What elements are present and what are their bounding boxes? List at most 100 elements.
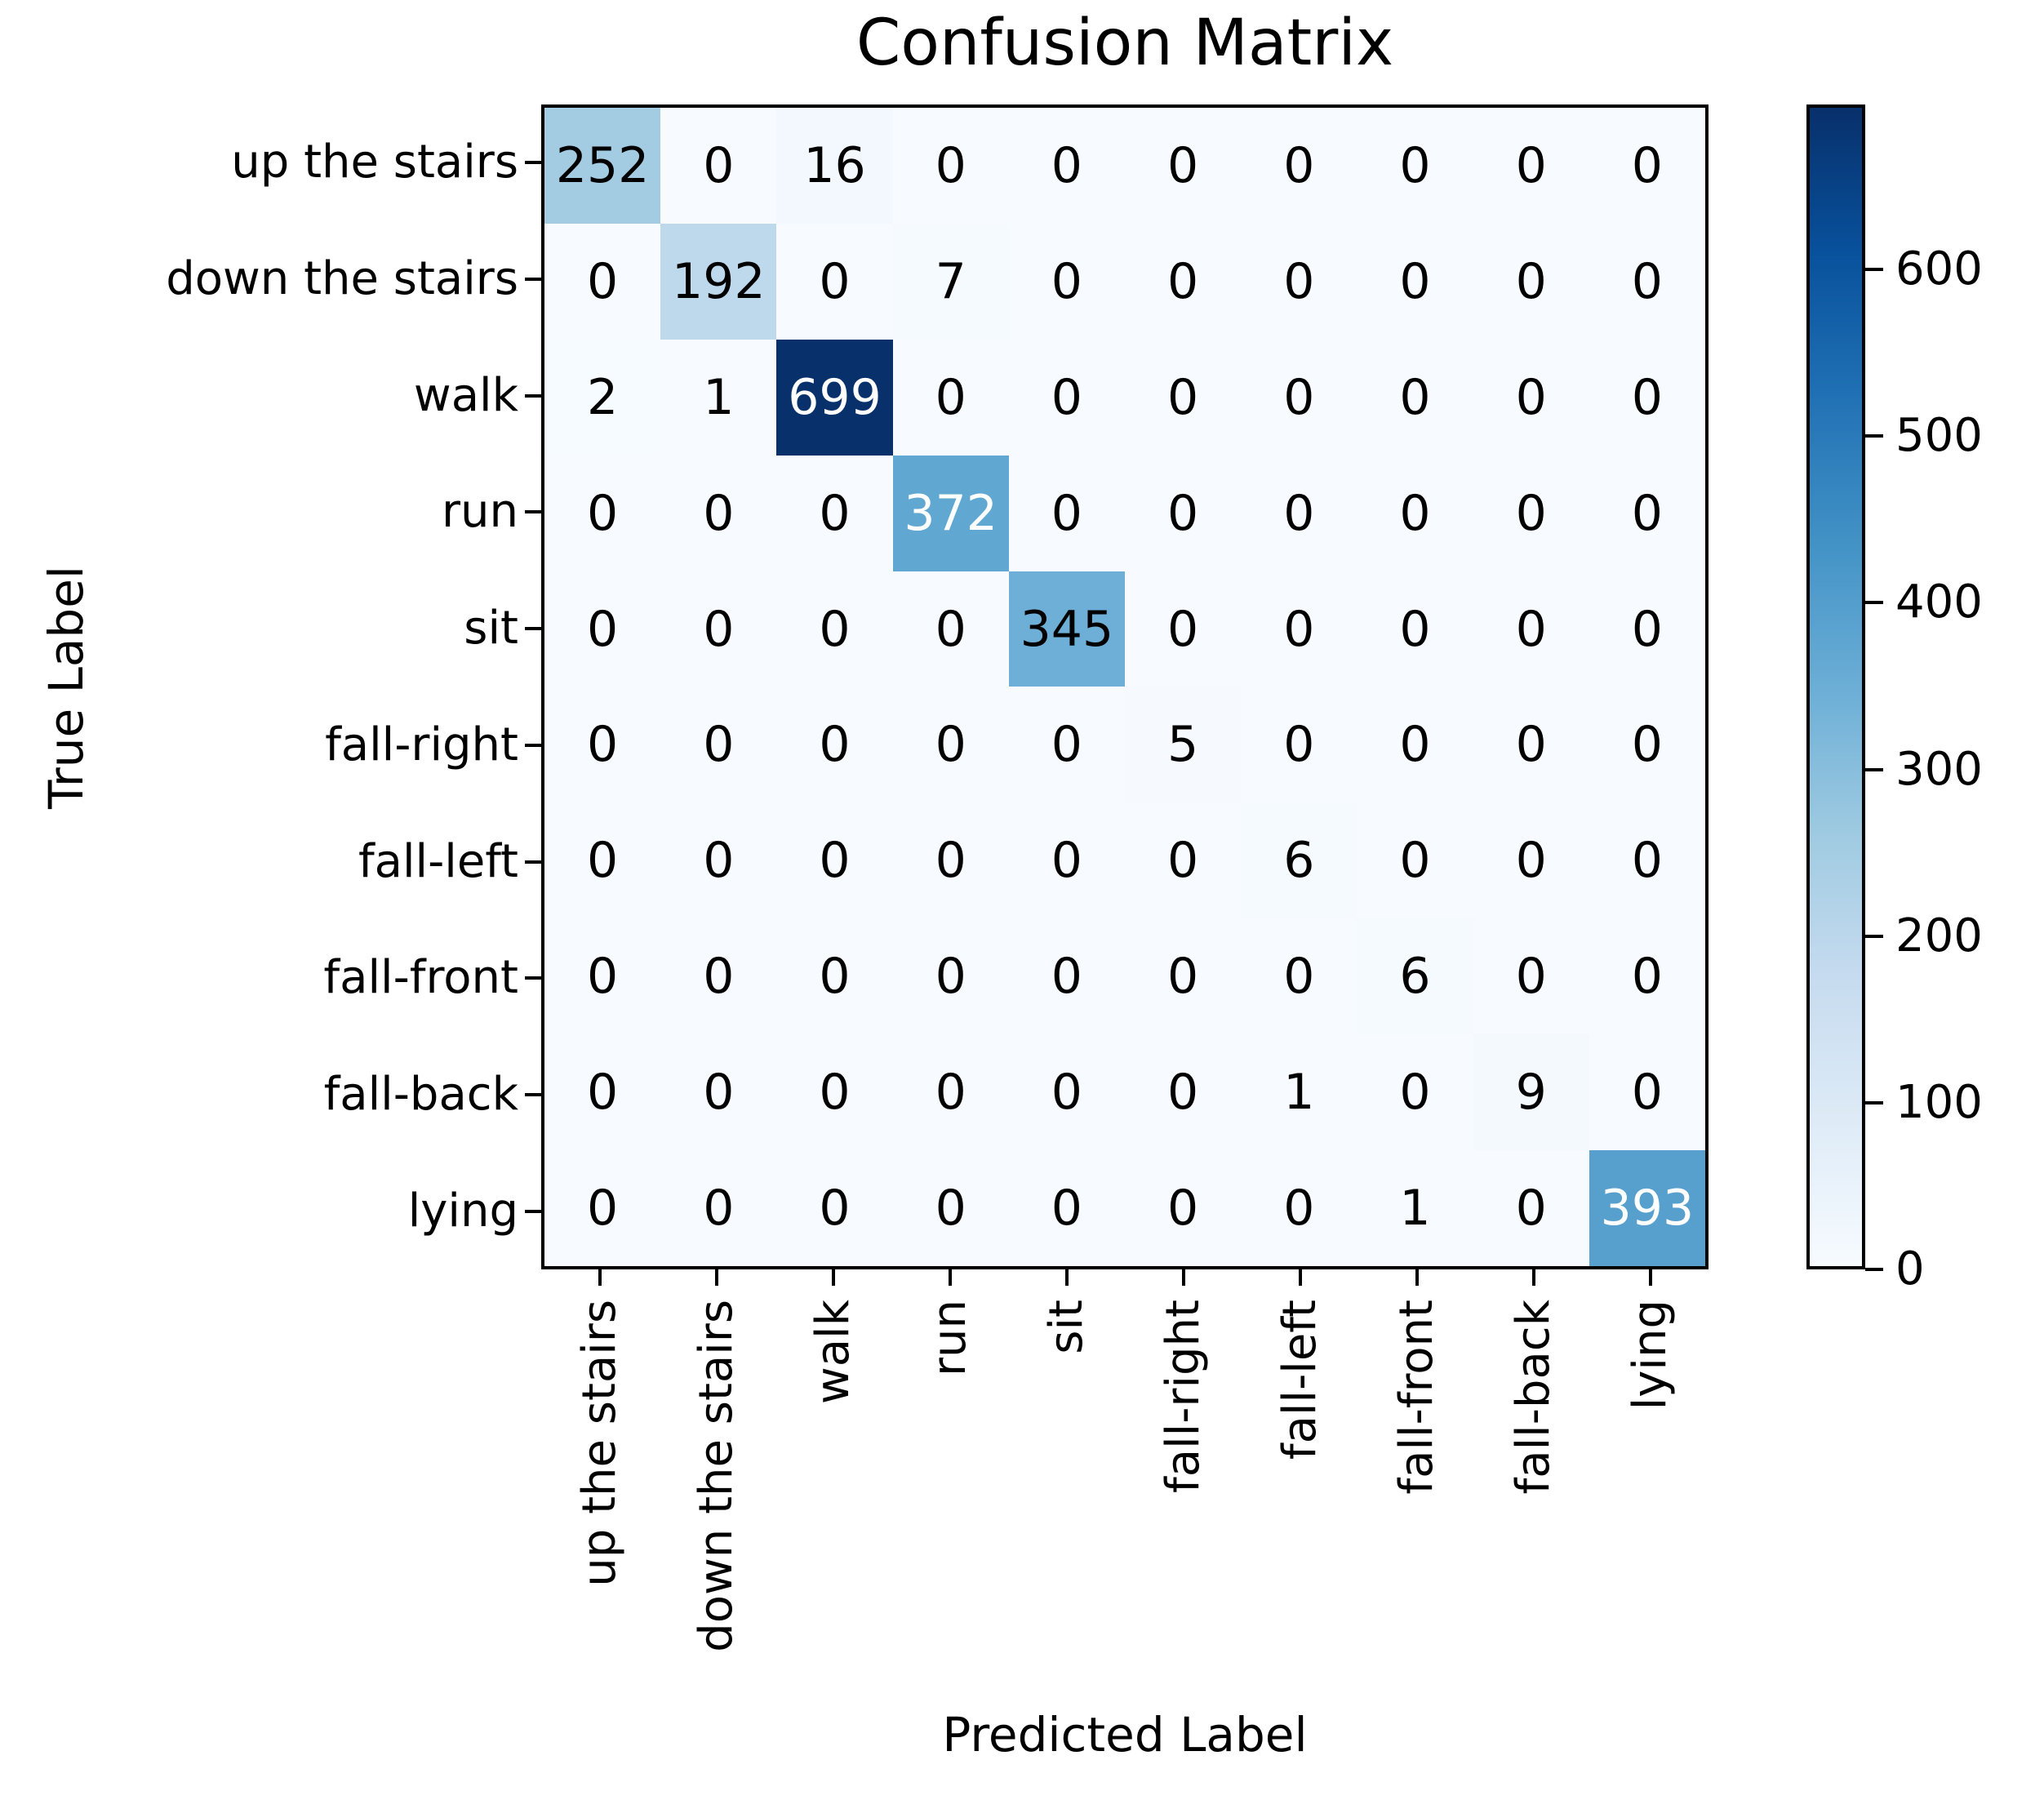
heatmap-cell: 5 (1124, 687, 1242, 803)
heatmap-cell: 0 (1473, 1150, 1589, 1266)
heatmap-cell: 699 (776, 339, 893, 456)
heatmap-cell: 0 (1008, 455, 1125, 571)
y-axis-tick (525, 627, 541, 631)
heatmap-cell: 0 (1241, 918, 1357, 1035)
heatmap-cell: 0 (1357, 223, 1473, 340)
heatmap-cell: 0 (1241, 687, 1357, 803)
heatmap-cell: 0 (1589, 339, 1705, 456)
heatmap-cell: 0 (1124, 223, 1242, 340)
y-tick-label: sit (464, 602, 518, 656)
chart-title: Confusion Matrix (855, 7, 1394, 80)
y-tick-label: lying (407, 1184, 518, 1238)
heatmap-cell: 9 (1473, 1034, 1589, 1151)
y-tick-label: walk (413, 368, 518, 422)
heatmap-cell: 0 (892, 687, 1009, 803)
heatmap-cell: 0 (660, 571, 777, 687)
x-axis-tick (1181, 1269, 1185, 1286)
x-tick-label: fall-left (1273, 1300, 1326, 1460)
heatmap-cell: 0 (660, 1034, 777, 1151)
heatmap-cell: 0 (892, 1150, 1009, 1266)
heatmap-cell: 0 (892, 108, 1009, 224)
x-axis-tick (1415, 1269, 1419, 1286)
heatmap-cell: 0 (1241, 571, 1357, 687)
x-tick-label: walk (806, 1300, 860, 1405)
heatmap-cell: 252 (544, 108, 661, 224)
colorbar-tick (1865, 767, 1883, 771)
y-axis-tick (525, 278, 541, 282)
heatmap-cell: 0 (1008, 918, 1125, 1035)
heatmap-cell: 0 (1589, 571, 1705, 687)
y-tick-label: up the stairs (231, 136, 518, 189)
y-tick-label: fall-left (358, 834, 518, 888)
heatmap-cell: 6 (1241, 802, 1357, 919)
heatmap-cell: 0 (1008, 339, 1125, 456)
heatmap-cell: 0 (544, 223, 661, 340)
heatmap-cell: 0 (776, 1150, 893, 1266)
heatmap-cell: 0 (660, 802, 777, 919)
x-axis-tick (714, 1269, 718, 1286)
heatmap-cell: 0 (1589, 802, 1705, 919)
y-axis-tick (525, 393, 541, 398)
heatmap-cell: 0 (1589, 687, 1705, 803)
y-axis-tick (525, 1209, 541, 1213)
heatmap-cell: 0 (1589, 223, 1705, 340)
x-tick-label: up the stairs (572, 1300, 626, 1587)
heatmap-cell: 0 (776, 687, 893, 803)
heatmap-cell: 0 (1241, 1150, 1357, 1266)
y-axis-tick (525, 510, 541, 514)
colorbar-tick (1865, 934, 1883, 938)
heatmap-cell: 0 (660, 455, 777, 571)
heatmap-cell: 2 (544, 339, 661, 456)
heatmap-cell: 0 (1008, 1150, 1125, 1266)
heatmap-cell: 0 (1241, 339, 1357, 456)
heatmap-cell: 0 (1008, 1034, 1125, 1151)
heatmap-cell: 0 (544, 802, 661, 919)
x-tick-label: down the stairs (689, 1300, 743, 1652)
x-axis-tick (1064, 1269, 1069, 1286)
heatmap-cell: 0 (1241, 108, 1357, 224)
heatmap-cell: 393 (1589, 1150, 1705, 1266)
heatmap-cell: 0 (544, 455, 661, 571)
y-tick-label: fall-back (323, 1067, 518, 1121)
heatmap-cell: 0 (1241, 455, 1357, 571)
heatmap-cell: 0 (892, 1034, 1009, 1151)
heatmap-cell: 0 (776, 571, 893, 687)
heatmap-cell: 0 (1008, 802, 1125, 919)
heatmap-cell: 0 (1473, 223, 1589, 340)
colorbar (1806, 104, 1865, 1269)
heatmap-cell: 7 (892, 223, 1009, 340)
heatmap-cell: 0 (1589, 1034, 1705, 1151)
colorbar-tick-label: 500 (1895, 409, 1983, 463)
heatmap-plot-area: 252 0 16 0 0 0 0 0 0 0 0 192 0 7 0 0 0 0 0 0 2 1 699 0 0 0 0 0 0 0 0 0 0… (541, 104, 1709, 1269)
heatmap-cell: 16 (776, 108, 893, 224)
x-tick-label: fall-right (1156, 1300, 1210, 1493)
y-tick-label: down the stairs (166, 252, 518, 306)
colorbar-tick-label: 600 (1895, 242, 1983, 296)
heatmap-cell: 0 (1124, 455, 1242, 571)
heatmap-cell: 0 (892, 571, 1009, 687)
heatmap-cell: 0 (1473, 455, 1589, 571)
x-axis-tick (1298, 1269, 1302, 1286)
heatmap-cell: 0 (1357, 571, 1473, 687)
heatmap-cell: 0 (1357, 455, 1473, 571)
heatmap-cell: 0 (1008, 223, 1125, 340)
heatmap-cell: 345 (1008, 571, 1125, 687)
heatmap-cell: 0 (776, 455, 893, 571)
heatmap-cell: 0 (776, 223, 893, 340)
y-axis-label: True Label (38, 565, 94, 810)
colorbar-tick (1865, 1268, 1883, 1271)
heatmap-cell: 0 (1357, 1034, 1473, 1151)
y-axis-tick (525, 1092, 541, 1096)
y-axis-tick (525, 743, 541, 747)
heatmap-cell: 0 (1008, 687, 1125, 803)
x-axis-tick (1648, 1269, 1652, 1286)
heatmap-cell: 0 (660, 108, 777, 224)
colorbar-tick-label: 100 (1895, 1075, 1983, 1129)
heatmap-cell: 0 (892, 802, 1009, 919)
colorbar-tick (1865, 434, 1883, 438)
heatmap-cell: 0 (1473, 802, 1589, 919)
heatmap-cell: 0 (1589, 918, 1705, 1035)
y-tick-label: fall-front (323, 951, 518, 1005)
colorbar-tick-label: 400 (1895, 576, 1983, 629)
heatmap-cell: 0 (776, 802, 893, 919)
